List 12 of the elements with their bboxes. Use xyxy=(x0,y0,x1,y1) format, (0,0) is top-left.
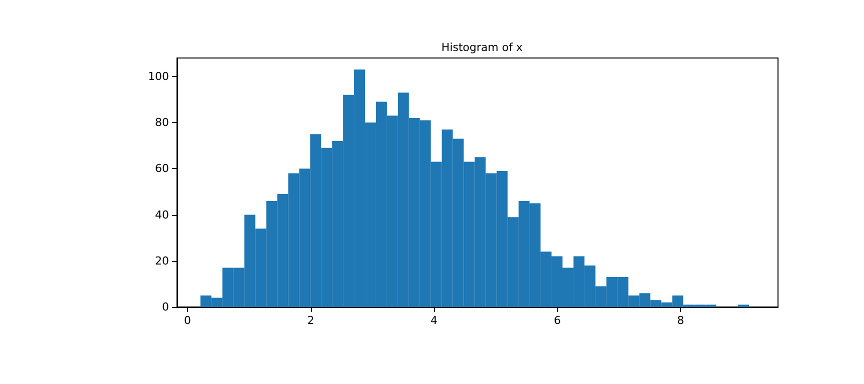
chart-title: Histogram of x xyxy=(441,41,524,54)
y-tick-label: 80 xyxy=(155,116,169,130)
y-tick-label: 20 xyxy=(155,254,169,268)
y-tick-label: 0 xyxy=(162,300,169,314)
x-tick-label: 2 xyxy=(307,314,314,327)
x-tick-label: 4 xyxy=(430,314,438,327)
x-tick-label: 6 xyxy=(554,314,561,327)
x-tick-label: 0 xyxy=(184,314,191,327)
y-tick-label: 40 xyxy=(155,208,169,222)
y-tick-label: 60 xyxy=(155,162,169,176)
x-tick-label: 8 xyxy=(677,314,684,327)
y-tick-label: 100 xyxy=(148,70,169,83)
